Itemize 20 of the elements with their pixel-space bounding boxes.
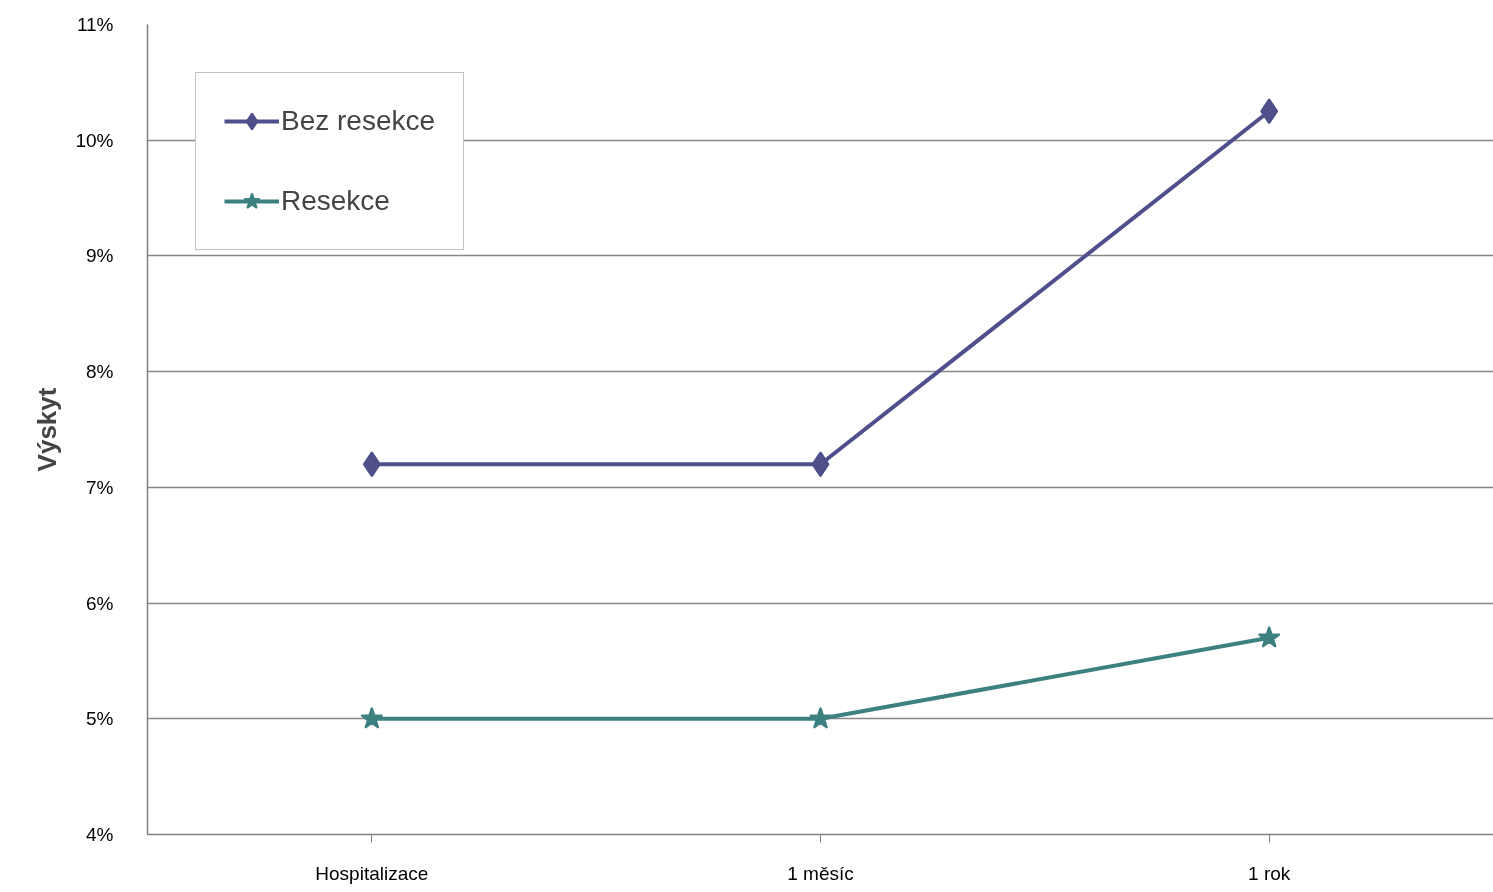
y-tick-label: 10% [75, 129, 114, 151]
y-tick-label: 4% [86, 824, 114, 845]
x-tick-label: Hospitalizace [315, 862, 429, 884]
legend-label: Resekce [281, 185, 390, 217]
y-tick-label: 7% [86, 476, 114, 498]
point [1260, 98, 1279, 125]
legend-label: Bez resekce [281, 105, 436, 137]
x-tick-label: 1 rok [1248, 862, 1291, 884]
point [811, 451, 830, 478]
y-tick-label: 5% [86, 708, 114, 730]
point [1257, 625, 1281, 648]
point [809, 706, 832, 729]
x-tick-label: 1 měsíc [787, 862, 854, 884]
point [360, 706, 384, 729]
y-tick-label: 9% [86, 245, 114, 267]
y-tick-label: 6% [86, 592, 114, 614]
y-tick-label: 11% [76, 14, 114, 35]
point [362, 451, 381, 478]
y-tick-label: 8% [86, 361, 114, 383]
y-axis-title: Výskyt [32, 387, 63, 472]
